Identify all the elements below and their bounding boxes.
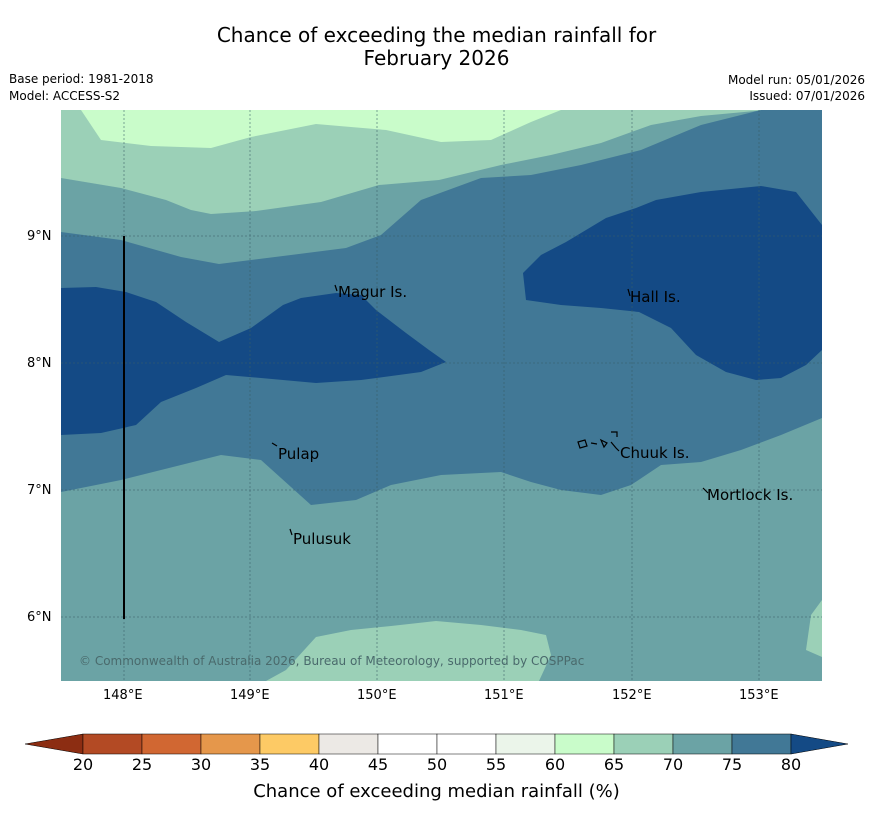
band-above80-east (523, 186, 822, 380)
map-title-line1: Chance of exceeding the median rainfall … (216, 23, 657, 47)
colorbar-below-20-arrow (25, 733, 84, 755)
colorbar-tick-40: 40 (308, 755, 330, 774)
colorbar-55-60 (495, 733, 556, 755)
colorbar-tick-20: 20 (72, 755, 94, 774)
pulap-island-mark (271, 442, 278, 447)
colorbar-40-45 (318, 733, 379, 755)
base-period: Base period: 1981-2018 (9, 72, 154, 86)
place-label-hall: Hall Is. (630, 288, 681, 306)
colorbar-title: Chance of exceeding median rainfall (%) (253, 781, 620, 802)
colorbar-45-50 (377, 733, 438, 755)
colorbar-35-40 (259, 733, 320, 755)
lat-label-7n: 7°N (27, 483, 52, 498)
model-run: Model run: 05/01/2026 (727, 73, 865, 87)
band-above80-west (61, 287, 446, 435)
lat-label-8n: 8°N (27, 356, 52, 371)
colorbar-60-65 (554, 733, 615, 755)
colorbar-tick-30: 30 (190, 755, 212, 774)
colorbar-tick-60: 60 (544, 755, 566, 774)
colorbar-tick-55: 55 (485, 755, 507, 774)
contour-layers (61, 110, 822, 681)
colorbar-20-25 (82, 733, 143, 755)
issued-date: Issued: 07/01/2026 (749, 89, 865, 103)
colorbar-65-70 (613, 733, 674, 755)
band-60-65-north (81, 110, 561, 148)
band-65-70-south (61, 621, 551, 681)
colorbar-tick-45: 45 (367, 755, 389, 774)
colorbar-70-75 (672, 733, 733, 755)
lon-label-150e: 150°E (357, 688, 397, 703)
colorbar (25, 733, 849, 755)
place-label-mortlock: Mortlock Is. (707, 486, 794, 504)
colorbar-50-55 (436, 733, 497, 755)
colorbar-75-80 (731, 733, 792, 755)
model-name: Model: ACCESS-S2 (9, 89, 121, 103)
lon-label-148e: 148°E (103, 688, 143, 703)
place-label-pulap: Pulap (278, 445, 320, 463)
colorbar-tick-70: 70 (662, 755, 684, 774)
lon-label-151e: 151°E (484, 688, 524, 703)
copyright-notice: © Commonwealth of Australia 2026, Bureau… (79, 654, 585, 668)
place-label-pulusuk: Pulusuk (293, 530, 351, 548)
lon-label-149e: 149°E (230, 688, 270, 703)
lon-label-153e: 153°E (739, 688, 779, 703)
place-label-chuuk: Chuuk Is. (620, 444, 690, 462)
band-65-70-southeast (806, 600, 822, 657)
lat-label-9n: 9°N (27, 229, 52, 244)
chuuk-island-mark (577, 439, 588, 449)
colorbar-tick-65: 65 (603, 755, 625, 774)
place-label-magur: Magur Is. (338, 283, 408, 301)
colorbar-25-30 (141, 733, 202, 755)
colorbar-tick-75: 75 (721, 755, 743, 774)
rainfall-map[interactable]: Magur Is. Hall Is. Pulap Chuuk Is. Mortl… (61, 110, 822, 681)
colorbar-tick-50: 50 (426, 755, 448, 774)
magur-island-mark (334, 284, 338, 292)
colorbar-above-80-arrow (790, 733, 849, 755)
mortlock-island-mark (702, 487, 709, 494)
lat-label-6n: 6°N (27, 610, 52, 625)
colorbar-tick-35: 35 (249, 755, 271, 774)
map-title-line2: February 2026 (363, 46, 510, 70)
island-outlines (271, 284, 709, 536)
colorbar-tick-25: 25 (131, 755, 153, 774)
pulusuk-island-mark (289, 528, 293, 536)
colorbar-tick-80: 80 (780, 755, 802, 774)
colorbar-30-35 (200, 733, 261, 755)
hall-island-mark (627, 288, 631, 297)
lon-label-152e: 152°E (612, 688, 652, 703)
